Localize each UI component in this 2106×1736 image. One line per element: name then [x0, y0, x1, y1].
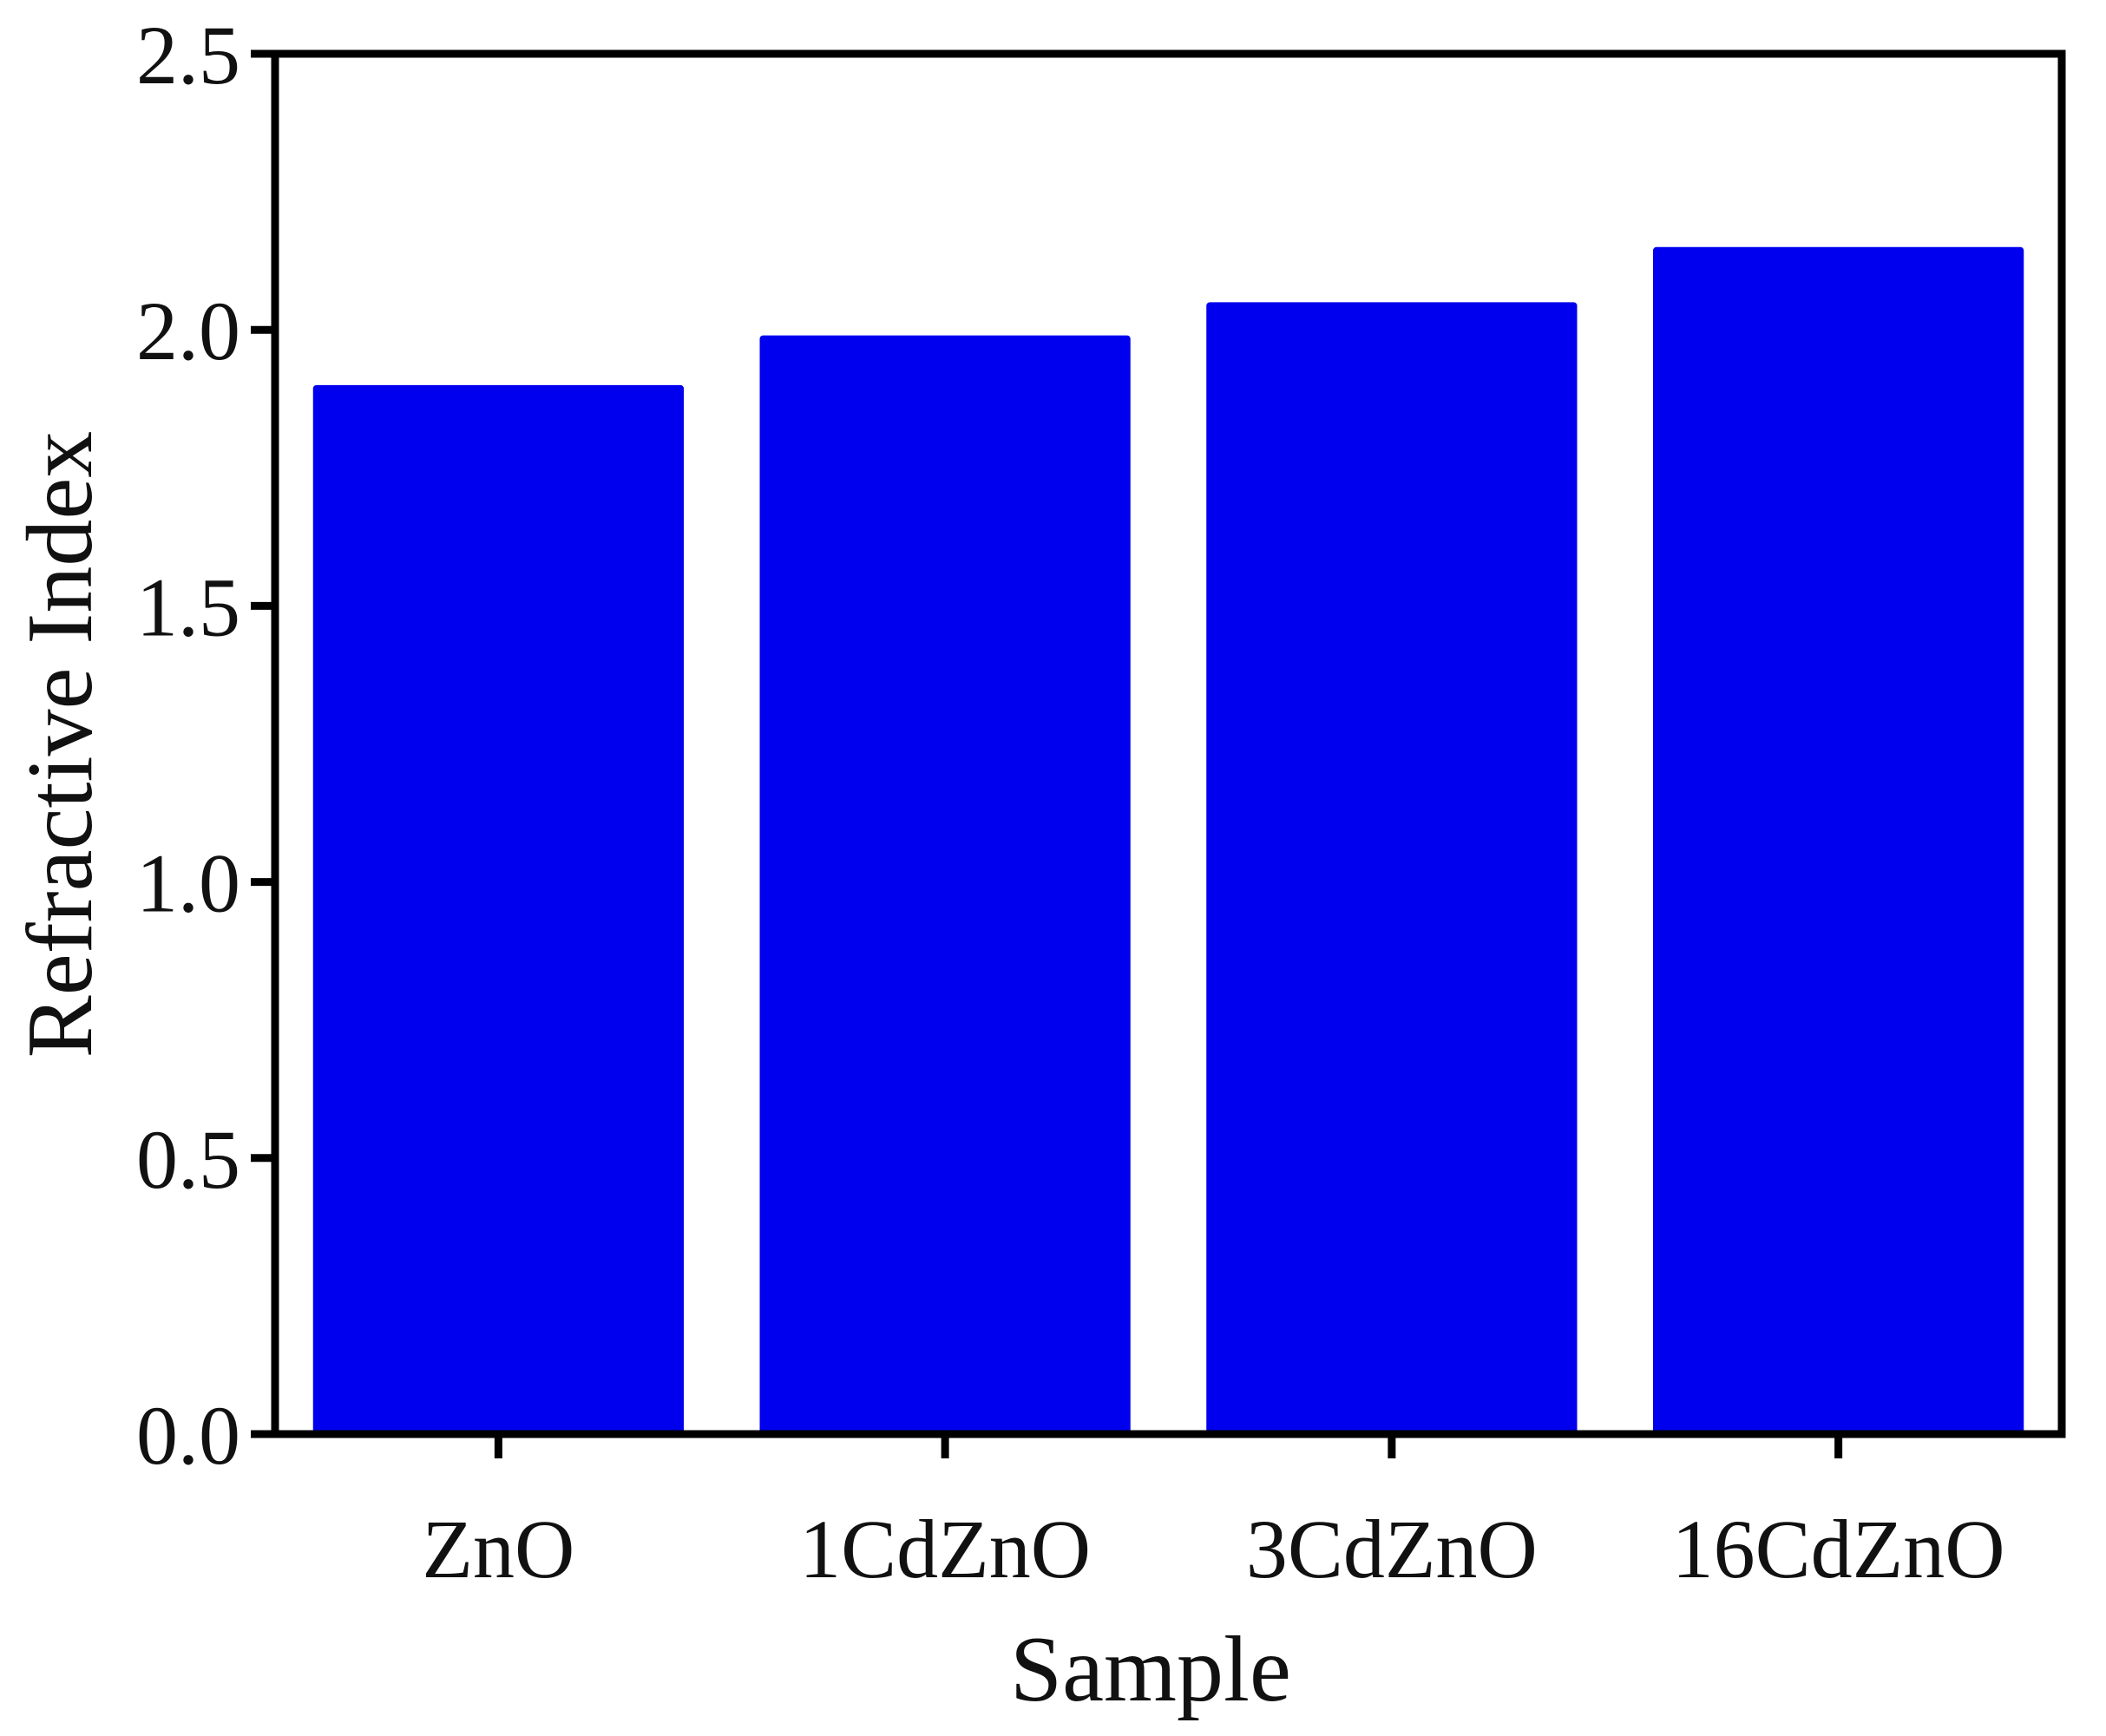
y-tick-label: 1.5 [136, 560, 240, 653]
x-tick-label: 16CdZnO [1672, 1503, 2005, 1595]
y-tick-label: 2.0 [136, 285, 240, 377]
y-tick-label: 0.5 [136, 1113, 240, 1206]
bar [1653, 246, 2024, 1434]
y-tick-label: 2.5 [136, 9, 240, 102]
bar [759, 335, 1131, 1435]
bar [312, 384, 684, 1435]
bar [1206, 302, 1578, 1434]
y-tick-label: 0.0 [136, 1389, 240, 1482]
x-axis-label: Sample [1010, 1618, 1291, 1721]
y-tick-label: 1.0 [136, 837, 240, 930]
y-axis-label: Refractive Index [9, 431, 112, 1058]
x-tick-label: 1CdZnO [799, 1503, 1091, 1595]
x-tick-label: ZnO [422, 1503, 574, 1595]
x-tick-label: 3CdZnO [1246, 1503, 1538, 1595]
plot-frame [271, 49, 2066, 1438]
